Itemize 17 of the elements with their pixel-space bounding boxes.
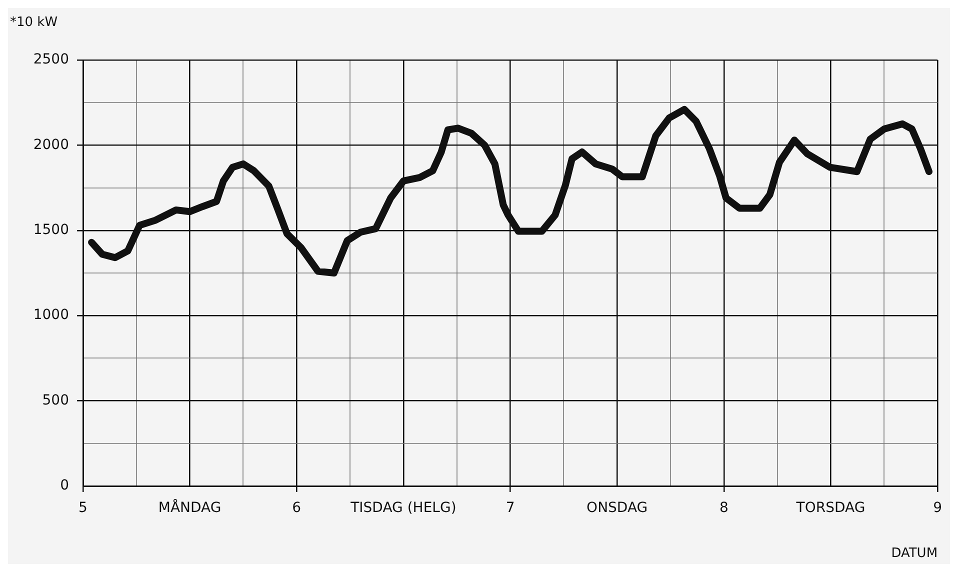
y-tick-label: 500 <box>42 392 69 408</box>
y-tick-label: 2500 <box>33 52 69 68</box>
y-tick-label: 1000 <box>33 307 69 324</box>
x-tick-label: 7 <box>506 500 515 516</box>
x-axis-title: DATUM <box>891 546 938 561</box>
y-tick-label: 1500 <box>33 222 69 238</box>
x-tick-label: 9 <box>933 500 942 516</box>
x-tick-label: ONSDAG <box>586 500 648 516</box>
y-tick-label: 2000 <box>33 136 69 153</box>
x-tick-label: TORSDAG <box>795 500 866 516</box>
x-tick-label: 5 <box>78 500 88 516</box>
y-tick-label: 0 <box>60 478 69 494</box>
x-tick-label: 6 <box>292 500 302 516</box>
x-tick-label: 8 <box>719 500 728 516</box>
x-tick-label: MÅNDAG <box>158 499 222 516</box>
y-axis-title: *10 kW <box>10 14 58 30</box>
x-tick-label: TISDAG (HELG) <box>350 500 456 516</box>
